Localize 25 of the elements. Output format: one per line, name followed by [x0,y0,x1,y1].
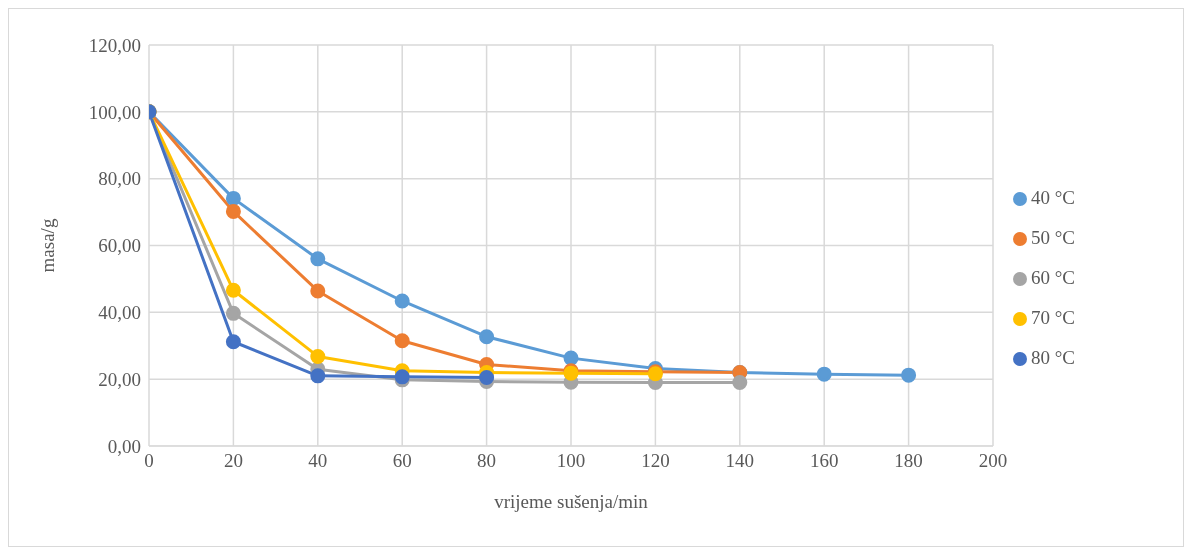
y-tick-label: 20,00 [98,368,141,390]
legend-label: 50 °C [1031,226,1076,248]
x-tick-label: 100 [556,450,586,472]
x-tick-label: 140 [725,450,755,472]
x-tick-label: 40 [308,450,328,472]
y-tick-label: 100,00 [88,101,141,123]
y-tick-label: 80,00 [98,168,141,190]
y-axis-title: masa/g [36,218,58,273]
x-tick-label: 60 [392,450,412,472]
x-tick-label: 80 [477,450,497,472]
legend-label: 80 °C [1031,346,1076,368]
x-tick-label: 20 [223,450,243,472]
x-axis-title: vrijeme sušenja/min [494,491,649,512]
y-tick-label: 120,00 [88,34,141,56]
x-tick-label: 120 [641,450,670,472]
y-tick-label: 40,00 [98,302,141,324]
y-tick-label: 0,00 [107,435,141,457]
legend-label: 60 °C [1031,266,1076,288]
legend-label: 40 °C [1031,186,1076,208]
legend-label: 70 °C [1031,306,1076,328]
x-tick-label: 160 [809,450,839,472]
y-tick-label: 60,00 [98,235,141,257]
x-tick-label: 0 [144,450,154,472]
x-tick-label: 180 [894,450,923,472]
x-tick-label: 200 [978,450,1008,472]
